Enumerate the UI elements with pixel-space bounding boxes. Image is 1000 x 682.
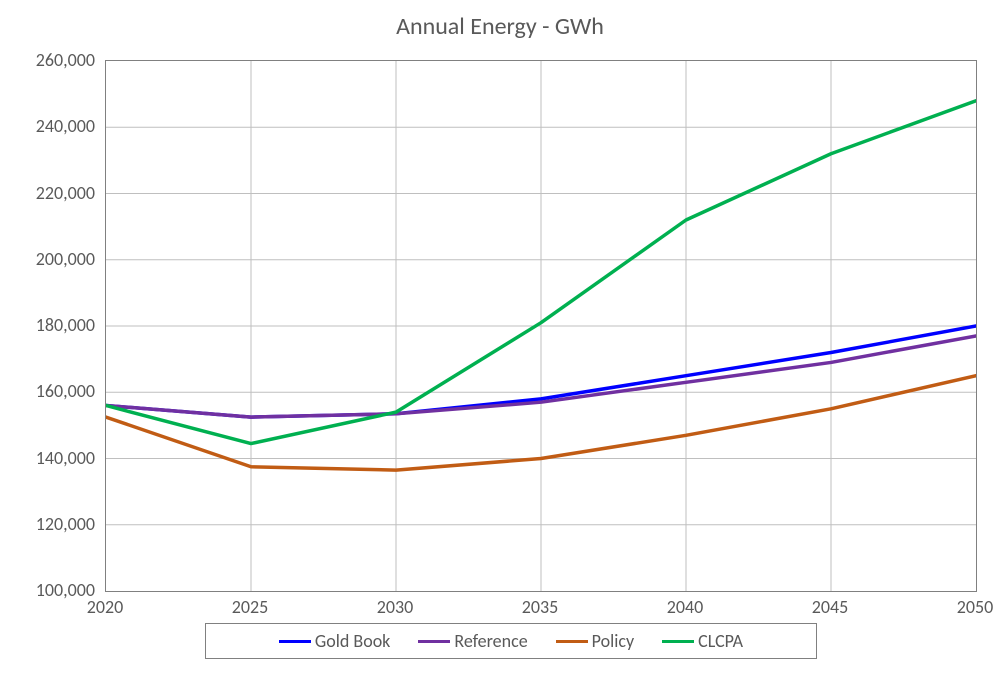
y-tick-label: 200,000 xyxy=(0,248,95,270)
legend-label: Gold Book xyxy=(315,630,390,652)
x-tick-label: 2035 xyxy=(522,596,559,618)
legend-swatch xyxy=(662,640,694,643)
legend-label: Reference xyxy=(454,630,527,652)
plot-area xyxy=(105,60,977,592)
legend: Gold Book Reference Policy CLCPA xyxy=(205,623,817,659)
y-tick-label: 160,000 xyxy=(0,380,95,402)
chart-container: Annual Energy - GWh 100,000 120,000 140,00… xyxy=(0,0,1000,682)
x-tick-label: 2040 xyxy=(667,596,704,618)
legend-swatch xyxy=(418,640,450,643)
legend-swatch xyxy=(556,640,588,643)
series-line xyxy=(106,101,976,444)
legend-item: Gold Book xyxy=(279,630,390,652)
y-tick-label: 120,000 xyxy=(0,513,95,535)
y-tick-label: 260,000 xyxy=(0,49,95,71)
x-tick-label: 2050 xyxy=(957,596,994,618)
legend-label: CLCPA xyxy=(698,630,743,652)
y-tick-label: 100,000 xyxy=(0,579,95,601)
y-tick-label: 140,000 xyxy=(0,447,95,469)
x-tick-label: 2045 xyxy=(812,596,849,618)
legend-item: CLCPA xyxy=(662,630,743,652)
y-tick-label: 240,000 xyxy=(0,115,95,137)
y-tick-label: 220,000 xyxy=(0,182,95,204)
chart-title: Annual Energy - GWh xyxy=(0,12,1000,41)
x-tick-label: 2030 xyxy=(377,596,414,618)
legend-swatch xyxy=(279,640,311,643)
legend-item: Reference xyxy=(418,630,527,652)
x-tick-label: 2025 xyxy=(232,596,269,618)
legend-item: Policy xyxy=(556,630,634,652)
series-lines xyxy=(106,61,976,591)
y-tick-label: 180,000 xyxy=(0,314,95,336)
series-line xyxy=(106,376,976,470)
x-tick-label: 2020 xyxy=(87,596,124,618)
legend-label: Policy xyxy=(592,630,634,652)
